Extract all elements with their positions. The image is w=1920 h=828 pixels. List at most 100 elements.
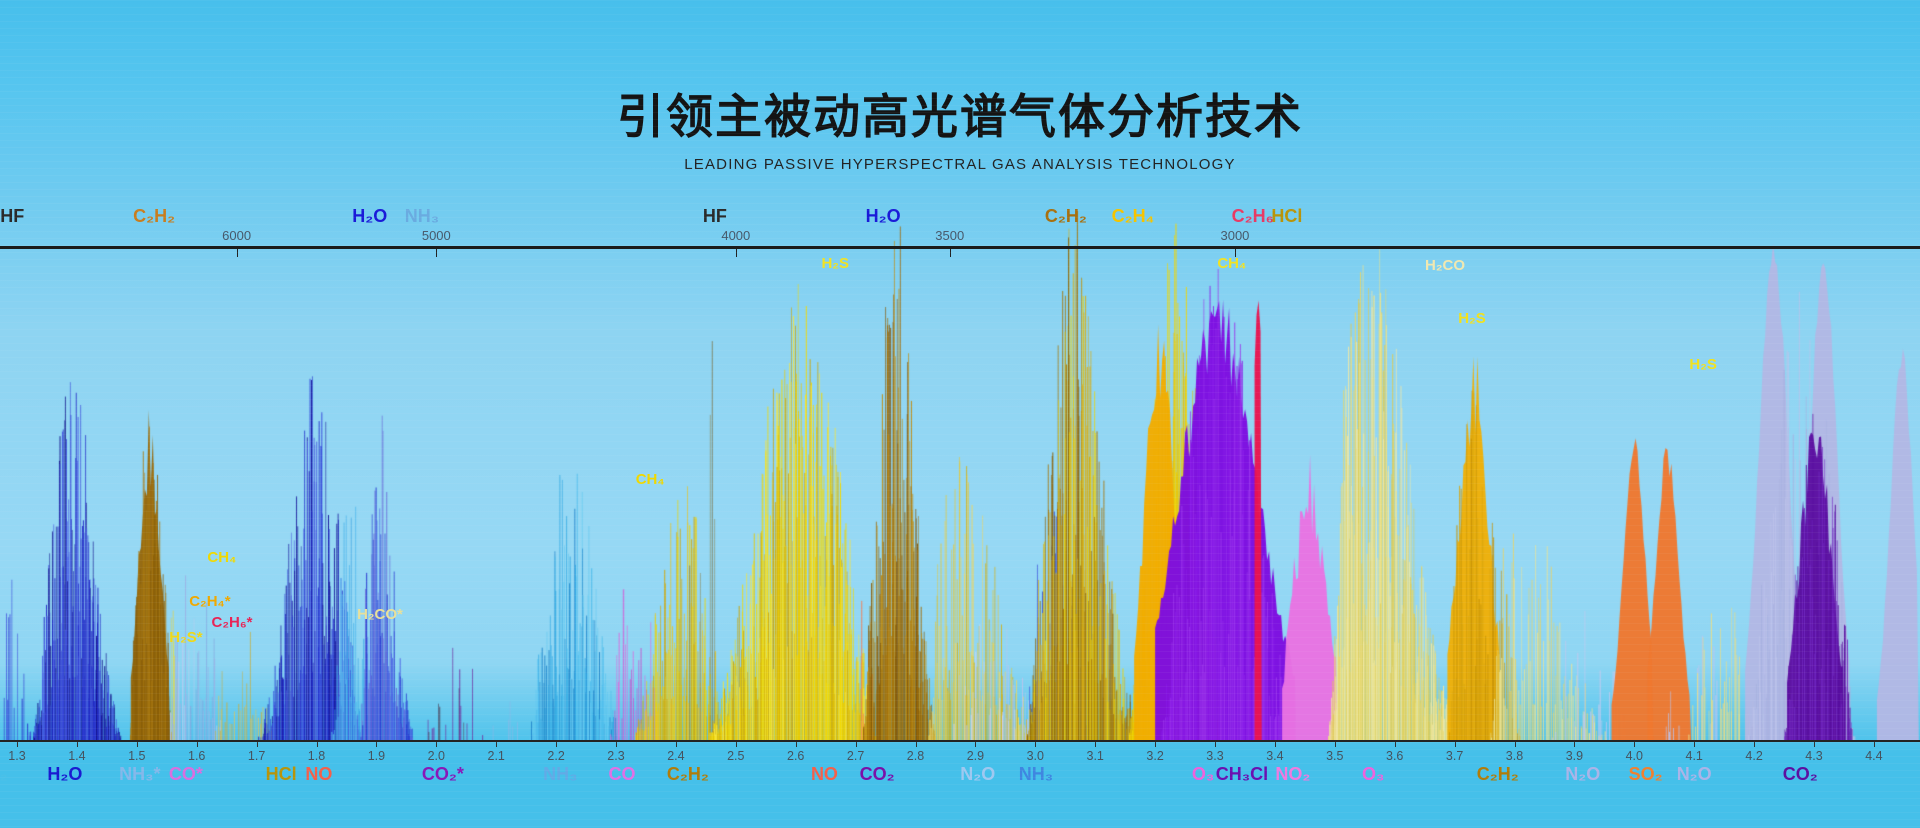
bottom-axis-tick-label: 2.9 — [966, 749, 985, 763]
bottom-axis-tick-label: 1.6 — [187, 749, 206, 763]
bottom-axis-tick — [975, 742, 977, 747]
gas-label-bottom: CO₂ — [1782, 764, 1818, 784]
top-axis-tick-label: 4000 — [721, 228, 751, 243]
gas-label-top: HF — [0, 206, 25, 226]
top-axis-tick — [735, 249, 737, 257]
bottom-axis-tick-label: 4.1 — [1685, 749, 1703, 763]
bottom-axis-tick-label: 2.6 — [786, 749, 805, 763]
gas-label-top: HF — [702, 206, 727, 226]
bottom-axis-tick-label: 2.7 — [846, 749, 865, 763]
top-axis-tick — [436, 249, 438, 257]
bottom-axis-tick — [1035, 742, 1037, 747]
bottom-axis-tick — [1274, 742, 1276, 747]
gas-label-bottom: CO₂ — [859, 764, 895, 784]
bottom-axis-line — [0, 740, 1920, 742]
gas-label-bottom: H₂O — [47, 764, 83, 784]
bottom-axis-tick — [436, 742, 438, 747]
bottom-axis-tick — [1334, 742, 1336, 747]
gas-label-bottom: CO — [608, 764, 636, 784]
bottom-axis-tick-label: 1.7 — [247, 749, 266, 763]
gas-label-top: C₂H₂ — [133, 206, 176, 226]
top-axis-tick-label: 3500 — [935, 228, 965, 243]
gas-label-bottom: CH₃Cl — [1215, 764, 1269, 784]
gas-label-bottom: NH₃ — [1018, 764, 1054, 784]
bottom-axis-tick-label: 2.0 — [427, 749, 445, 763]
bottom-axis-tick-label: 3.7 — [1445, 749, 1464, 763]
bottom-axis-tick — [1095, 742, 1097, 747]
bottom-axis-tick-label: 3.6 — [1385, 749, 1404, 763]
bottom-axis-tick — [1155, 742, 1157, 747]
gas-label-top: HCl — [1271, 206, 1303, 226]
gas-label-bottom: NH₃ — [543, 764, 578, 784]
top-axis-tick — [236, 249, 238, 257]
gas-label-top: C₂H₆ — [1231, 206, 1274, 226]
bottom-axis-tick — [76, 742, 78, 747]
bottom-axis-tick — [17, 742, 18, 747]
bottom-axis-tick — [1454, 742, 1456, 747]
top-axis-tick-label: 6000 — [222, 228, 252, 243]
gas-label-top: C₂H₂ — [1044, 206, 1087, 226]
gas-label-inplot: H₂S — [1689, 356, 1717, 373]
bottom-axis-tick-label: 3.3 — [1206, 749, 1224, 763]
gas-label-bottom: O₃ — [1191, 764, 1215, 784]
bottom-axis-tick — [735, 742, 737, 747]
top-axis-tick — [1234, 249, 1236, 257]
bottom-axis-tick-label: 2.2 — [547, 749, 565, 763]
gas-label-bottom: NO₂ — [1275, 764, 1311, 784]
bottom-axis-tick — [556, 742, 558, 747]
gas-label-inplot: H₂S* — [169, 629, 203, 646]
bottom-axis-tick — [915, 742, 917, 747]
gas-label-bottom: C₂H₂ — [666, 764, 709, 784]
bottom-axis-tick — [795, 742, 797, 747]
bottom-axis-tick — [1694, 742, 1696, 747]
gas-label-bottom: NH₃* — [119, 764, 161, 784]
bottom-axis-tick-label: 2.3 — [607, 749, 625, 763]
gas-label-top: NH₃ — [404, 206, 440, 226]
gas-label-bottom: C₂H₂ — [1476, 764, 1519, 784]
gas-label-bottom: CO₂* — [421, 764, 464, 784]
gas-label-bottom: NO — [305, 764, 333, 784]
gas-label-inplot: C₂H₄* — [189, 593, 231, 610]
bottom-axis-tick-label: 3.4 — [1266, 749, 1284, 763]
bottom-axis-tick-label: 3.1 — [1086, 749, 1104, 763]
gas-label-inplot: H₂S — [1458, 310, 1486, 327]
bottom-axis-tick-label: 1.3 — [8, 749, 26, 763]
gas-label-bottom: NO — [810, 764, 838, 784]
bottom-axis-tick-label: 4.3 — [1805, 749, 1823, 763]
bottom-axis-tick — [136, 742, 138, 747]
bottom-axis-tick-label: 3.8 — [1505, 749, 1524, 763]
bottom-axis-tick — [1754, 742, 1756, 747]
bottom-axis-tick — [496, 742, 498, 747]
bottom-axis-tick-label: 4.0 — [1625, 749, 1643, 763]
bottom-axis-tick-label: 1.9 — [367, 749, 386, 763]
gas-label-bottom: N₂O — [1676, 764, 1712, 784]
bottom-axis-tick — [1215, 742, 1216, 747]
bottom-axis-tick — [1394, 742, 1396, 747]
page-title: 引领主被动高光谱气体分析技术 — [617, 90, 1303, 143]
bottom-axis-tick-label: 2.8 — [906, 749, 925, 763]
bottom-axis-tick-label: 2.1 — [487, 749, 505, 763]
bottom-axis-tick-label: 3.9 — [1565, 749, 1584, 763]
bottom-axis-tick-label: 3.2 — [1146, 749, 1164, 763]
bottom-axis-tick — [316, 742, 318, 747]
gas-label-inplot: C₂H₆* — [211, 614, 253, 631]
gas-label-bottom: CO* — [168, 764, 203, 784]
bottom-axis-tick — [196, 742, 198, 747]
gas-label-bottom: HCl — [265, 764, 297, 784]
gas-label-bottom: SO₂ — [1628, 764, 1663, 784]
bottom-axis-tick-label: 1.4 — [68, 749, 86, 763]
bottom-axis-tick — [1514, 742, 1516, 747]
bottom-axis-tick — [1634, 742, 1636, 747]
gas-label-bottom: N₂O — [1565, 764, 1601, 784]
bottom-axis-tick — [376, 742, 378, 747]
gas-label-inplot: CH₄ — [1217, 255, 1247, 272]
bottom-axis-tick-label: 3.5 — [1326, 749, 1344, 763]
gas-label-inplot: CH₄ — [635, 471, 665, 488]
top-axis-tick — [949, 249, 951, 257]
gas-label-top: H₂O — [865, 206, 901, 226]
bottom-axis-tick — [855, 742, 857, 747]
top-axis-tick-label: 5000 — [421, 228, 451, 243]
gas-label-top: H₂O — [352, 206, 388, 226]
